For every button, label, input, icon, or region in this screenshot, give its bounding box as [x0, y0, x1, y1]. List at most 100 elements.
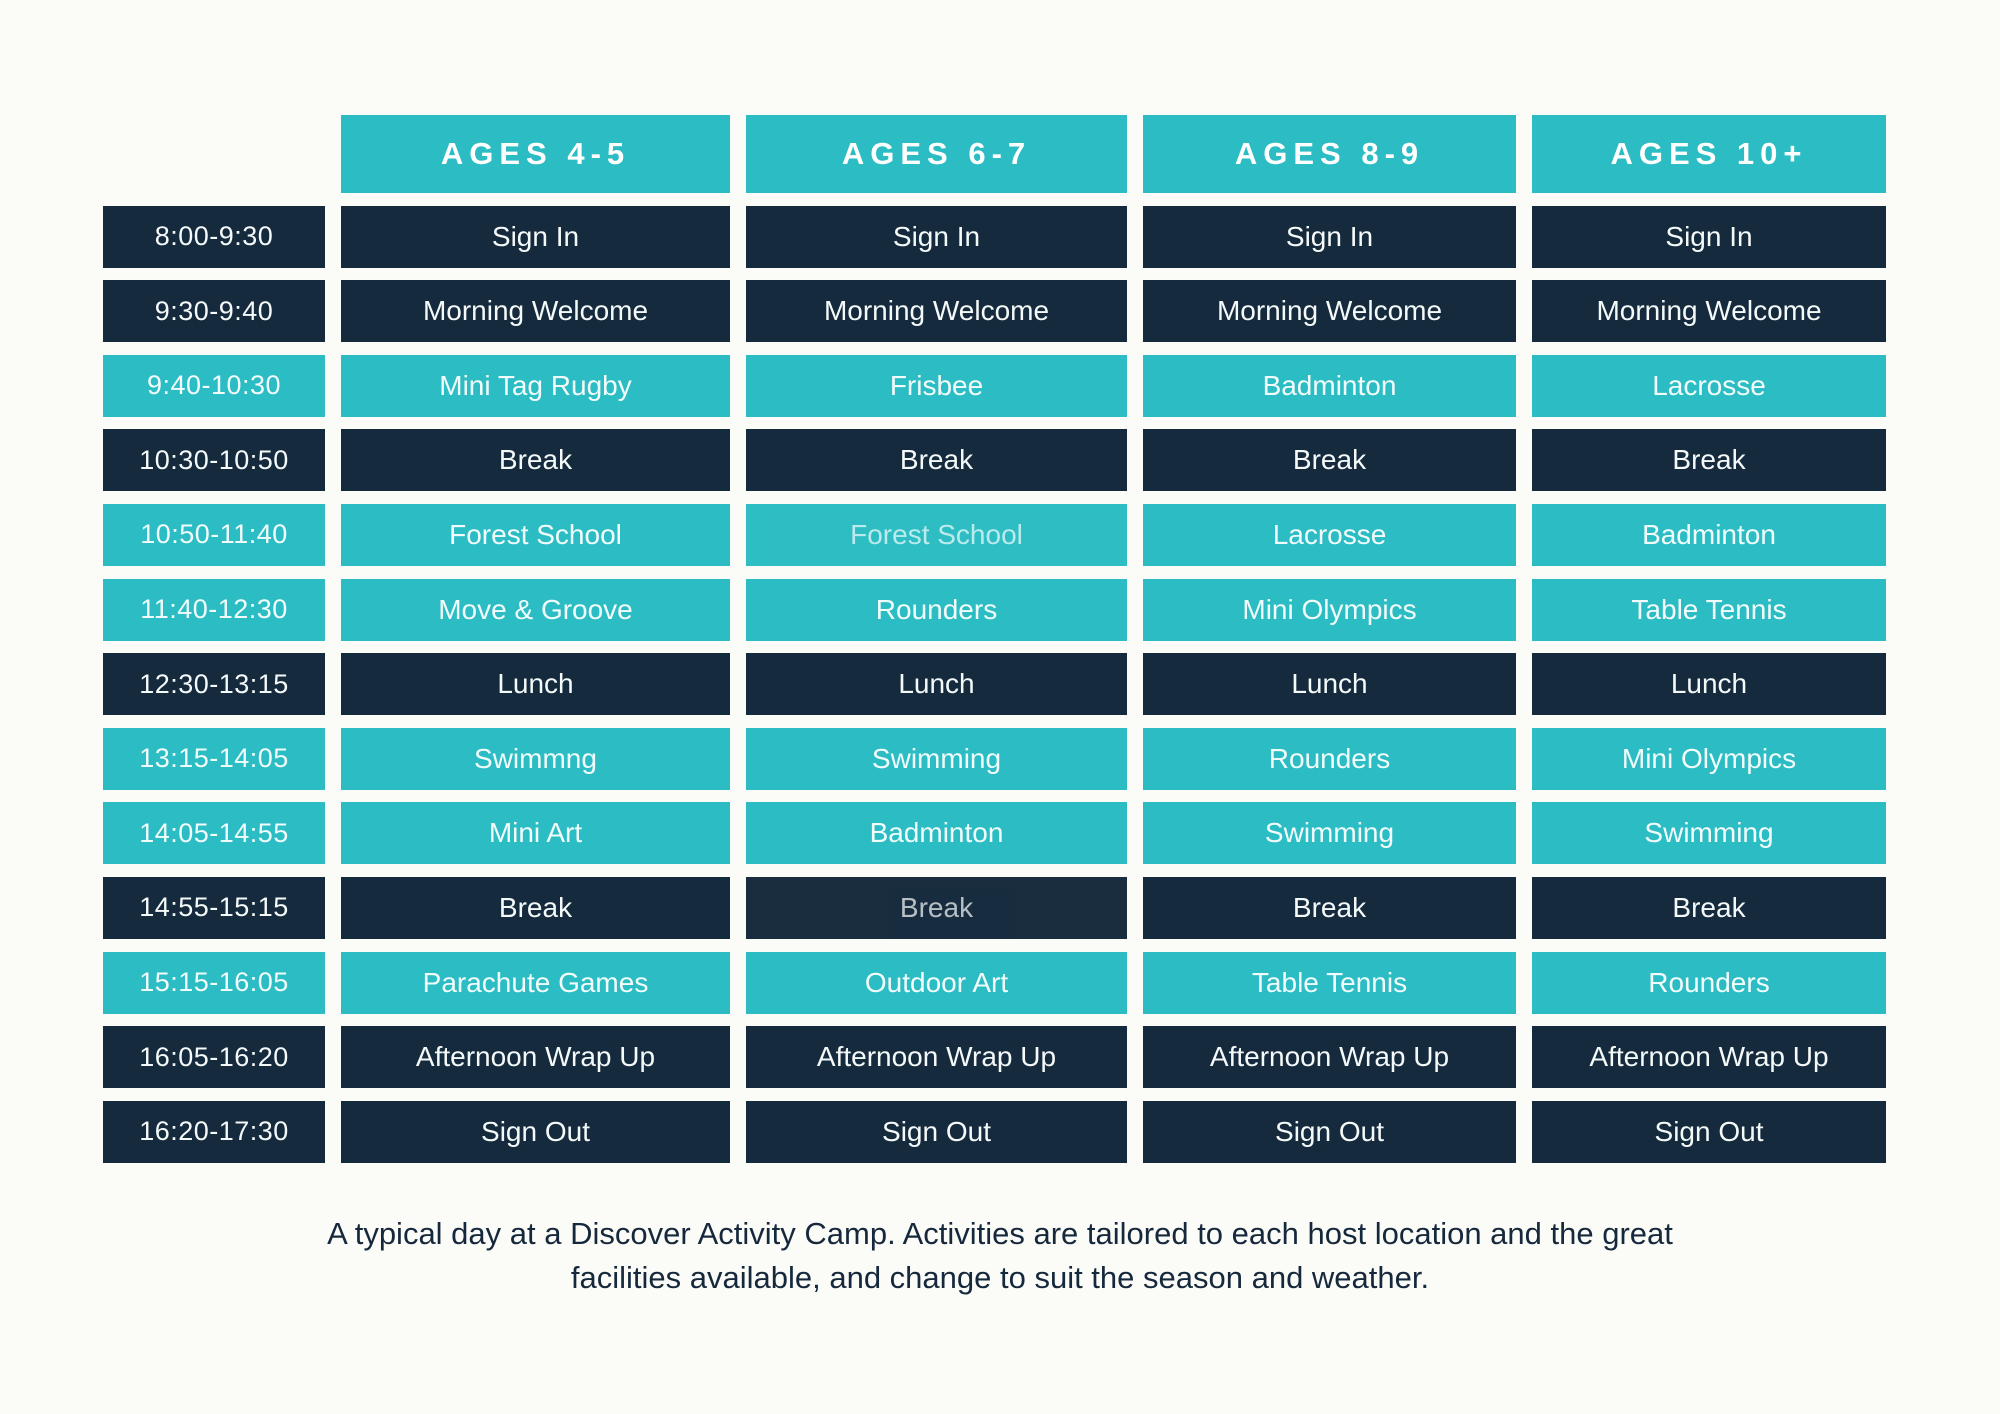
activity-cell-label: Break — [1292, 444, 1367, 476]
activity-cell: Mini Tag Rugby — [341, 354, 730, 417]
activity-cell-label: Break — [498, 444, 573, 476]
activity-cell-label: Rounders — [1648, 966, 1770, 998]
activity-cell: Lacrosse — [1532, 354, 1886, 417]
activity-cell-label: Mini Tag Rugby — [439, 369, 632, 401]
column-header-ages-4-5: AGES 4-5 — [341, 115, 730, 193]
activity-cell-label: Break — [899, 891, 974, 923]
activity-cell: Sign Out — [341, 1100, 730, 1163]
activity-cell: Lunch — [341, 653, 730, 716]
activity-cell-label: Lacrosse — [1272, 518, 1387, 550]
activity-cell: Forest School — [341, 503, 730, 566]
time-cell: 10:30-10:50 — [103, 429, 325, 492]
time-cell: 11:40-12:30 — [103, 578, 325, 641]
activity-cell: Move & Groove — [341, 578, 730, 641]
activity-cell-label: Mini Olympics — [1242, 593, 1417, 625]
activity-cell-label: Sign In — [892, 220, 981, 252]
activity-cell-label: Lunch — [497, 668, 574, 700]
activity-cell-label: Lunch — [1291, 668, 1368, 700]
activity-cell: Table Tennis — [1143, 951, 1516, 1014]
activity-cell-label: Morning Welcome — [1216, 295, 1443, 327]
activity-cell-label: Rounders — [875, 593, 998, 625]
activity-cell-label: Swimming — [1264, 817, 1395, 849]
activity-cell-label: Table Tennis — [1251, 966, 1408, 998]
activity-cell-label: Afternoon Wrap Up — [1209, 1041, 1450, 1073]
activity-cell: Sign Out — [1143, 1100, 1516, 1163]
activity-cell-label: Break — [1672, 891, 1746, 923]
time-cell: 14:05-14:55 — [103, 802, 325, 865]
time-cell: 14:55-15:15 — [103, 876, 325, 939]
activity-cell: Sign In — [746, 205, 1127, 268]
activity-cell: Break — [1143, 876, 1516, 939]
activity-cell-label: Lunch — [1670, 668, 1748, 700]
activity-cell-label: Morning Welcome — [823, 295, 1050, 327]
activity-cell: Lunch — [1143, 653, 1516, 716]
time-cell: 8:00-9:30 — [103, 205, 325, 268]
activity-cell: Sign In — [1143, 205, 1516, 268]
activity-cell: Forest School — [746, 503, 1127, 566]
time-cell: 13:15-14:05 — [103, 727, 325, 790]
activity-cell-label: Sign Out — [1275, 1115, 1384, 1147]
time-cell: 16:05-16:20 — [103, 1026, 325, 1089]
activity-cell: Outdoor Art — [746, 951, 1127, 1014]
activity-cell: Lunch — [1532, 653, 1886, 716]
activity-cell-label: Break — [498, 891, 573, 923]
column-header-ages-8-9: AGES 8-9 — [1143, 115, 1516, 193]
activity-cell: Lunch — [746, 653, 1127, 716]
activity-cell: Swimming — [746, 727, 1127, 790]
time-cell: 9:30-9:40 — [103, 280, 325, 343]
activity-cell-label: Sign In — [1285, 220, 1374, 252]
activity-cell: Afternoon Wrap Up — [341, 1026, 730, 1089]
activity-cell: Table Tennis — [1532, 578, 1886, 641]
activity-cell: Morning Welcome — [1143, 280, 1516, 343]
activity-cell: Swimming — [1143, 802, 1516, 865]
activity-cell-label: Morning Welcome — [422, 295, 649, 327]
activity-cell: Break — [1532, 429, 1886, 492]
activity-cell: Break — [1143, 429, 1516, 492]
activity-cell: Swimmng — [341, 727, 730, 790]
activity-cell-label: Lacrosse — [1652, 369, 1766, 401]
caption-line-1: A typical day at a Discover Activity Cam… — [327, 1216, 1673, 1251]
table-corner-spacer — [103, 115, 325, 193]
activity-cell: Afternoon Wrap Up — [1532, 1026, 1886, 1089]
activity-cell: Badminton — [1143, 354, 1516, 417]
activity-cell-label: Sign Out — [1654, 1115, 1764, 1147]
activity-cell: Sign In — [1532, 205, 1886, 268]
activity-cell: Sign Out — [746, 1100, 1127, 1163]
schedule-table: AGES 4-5 AGES 6-7 AGES 8-9 AGES 10+ 8:00-9:3… — [103, 115, 1886, 1163]
activity-cell: Morning Welcome — [746, 280, 1127, 343]
activity-cell: Break — [1532, 876, 1886, 939]
activity-cell: Afternoon Wrap Up — [1143, 1026, 1516, 1089]
activity-cell-label: Lunch — [898, 668, 975, 700]
activity-cell-label: Swimming — [1644, 817, 1774, 849]
activity-cell-label: Afternoon Wrap Up — [415, 1041, 656, 1073]
caption-line-2: facilities available, and change to suit… — [570, 1260, 1430, 1295]
activity-cell-label: Sign Out — [882, 1115, 991, 1147]
activity-cell: Afternoon Wrap Up — [746, 1026, 1127, 1089]
activity-cell: Badminton — [746, 802, 1127, 865]
activity-cell: Break — [746, 429, 1127, 492]
activity-cell-label: Outdoor Art — [864, 966, 1009, 998]
activity-cell-label: Morning Welcome — [1596, 295, 1822, 327]
time-cell: 10:50-11:40 — [103, 503, 325, 566]
activity-cell: Mini Art — [341, 802, 730, 865]
activity-cell-label: Swimmng — [474, 742, 597, 774]
activity-cell: Morning Welcome — [1532, 280, 1886, 343]
activity-cell: Parachute Games — [341, 951, 730, 1014]
activity-cell: Break — [341, 876, 730, 939]
activity-cell: Break — [746, 876, 1127, 939]
activity-cell-label: Break — [1292, 891, 1367, 923]
activity-cell: Rounders — [1143, 727, 1516, 790]
activity-cell: Badminton — [1532, 503, 1886, 566]
activity-cell: Rounders — [1532, 951, 1886, 1014]
schedule-caption: A typical day at a Discover Activity Cam… — [0, 1212, 2000, 1300]
activity-cell-label: Move & Groove — [438, 593, 633, 625]
activity-cell-label: Afternoon Wrap Up — [1589, 1041, 1829, 1073]
activity-cell-label: Badminton — [869, 817, 1004, 849]
time-cell: 9:40-10:30 — [103, 354, 325, 417]
activity-cell-label: Parachute Games — [422, 966, 649, 998]
activity-cell-label: Swimming — [871, 742, 1002, 774]
activity-cell-label: Sign In — [491, 220, 580, 252]
activity-cell: Morning Welcome — [341, 280, 730, 343]
time-cell: 16:20-17:30 — [103, 1100, 325, 1163]
